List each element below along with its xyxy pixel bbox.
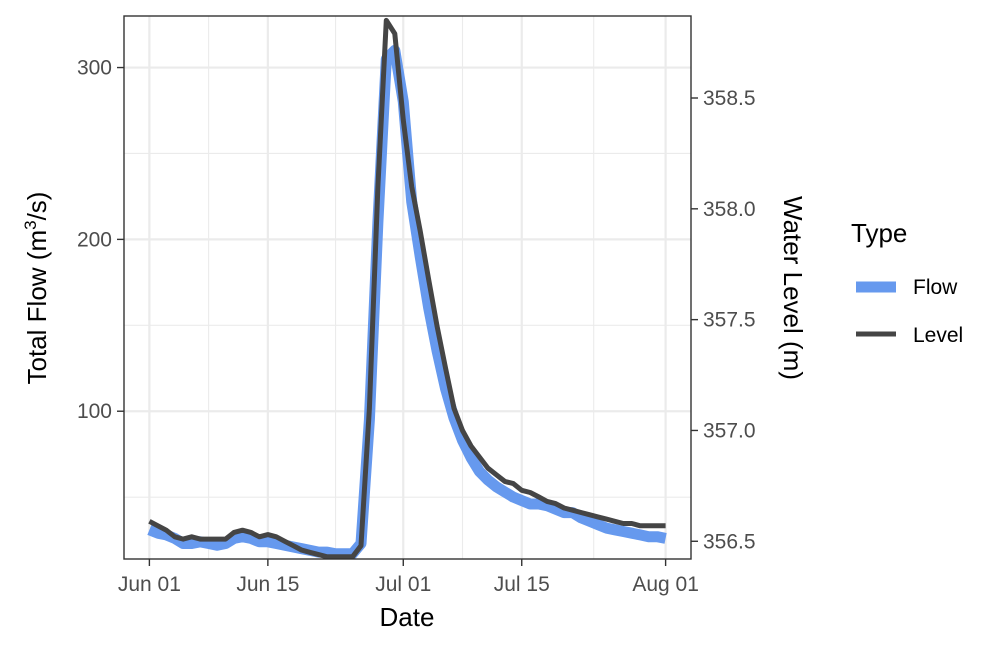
y-left-tick-label: 200 <box>77 228 112 251</box>
y-left-tick-label: 100 <box>77 400 112 423</box>
legend-label-flow: Flow <box>913 276 958 299</box>
series-layer <box>147 17 667 560</box>
y-axis-left-title-tail: /s) <box>22 192 52 221</box>
y-right-tick-label: 358.5 <box>703 87 756 110</box>
y-axis-left-title-sup: 3 <box>21 220 40 229</box>
x-tick-label: Aug 01 <box>632 573 699 596</box>
y-axis-right: 356.5 357.0 357.5 358.0 358.5 <box>691 87 756 553</box>
x-axis-title: Date <box>380 602 435 632</box>
panel-border <box>123 15 692 560</box>
y-right-tick-label: 357.5 <box>703 309 756 332</box>
y-axis-left-title-base: Total Flow (m <box>22 230 52 385</box>
y-axis-left-title: Total Flow (m3/s) <box>21 192 52 385</box>
y-left-tick-label: 300 <box>77 57 112 80</box>
x-tick-label: Jul 15 <box>494 573 550 596</box>
y-axis-right-title: Water Level (m) <box>778 196 808 380</box>
legend: Type Flow Level <box>851 218 963 347</box>
y-axis-left: 100 200 300 <box>77 57 124 423</box>
grid-major <box>124 16 691 559</box>
x-tick-label: Jul 01 <box>375 573 431 596</box>
y-right-tick-label: 356.5 <box>703 530 756 553</box>
y-right-tick-label: 358.0 <box>703 198 756 221</box>
x-tick-label: Jun 15 <box>236 573 299 596</box>
x-tick-label: Jun 01 <box>118 573 181 596</box>
legend-title: Type <box>851 218 907 248</box>
series-line-level <box>148 17 666 560</box>
x-axis: Jun 01 Jun 15 Jul 01 Jul 15 Aug 01 <box>118 559 699 596</box>
y-right-tick-label: 357.0 <box>703 419 756 442</box>
legend-label-level: Level <box>913 324 963 347</box>
